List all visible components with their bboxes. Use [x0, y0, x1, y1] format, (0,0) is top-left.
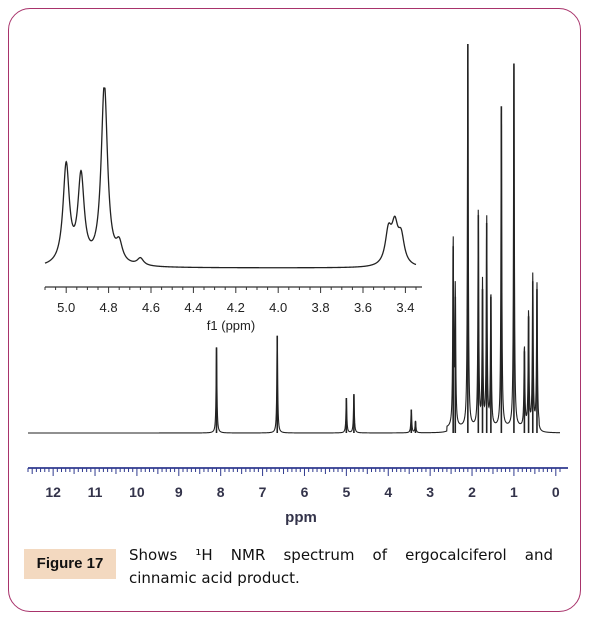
inset-tick-label: 4.8 [100, 300, 118, 315]
inset-tick-label: 4.6 [142, 300, 160, 315]
caption-line-2: cinnamic acid product. [129, 569, 300, 587]
inset-tick-label: 5.0 [57, 300, 75, 315]
inset-tick-label: 3.6 [354, 300, 372, 315]
inset-tick-label: 4.4 [184, 300, 202, 315]
inset-tick-label: 3.4 [396, 300, 414, 315]
main-tick-label: 9 [175, 484, 183, 500]
main-tick-label: 0 [552, 484, 560, 500]
inset-spectrum-trace [44, 87, 417, 269]
main-tick-label: 6 [301, 484, 309, 500]
inset-spectrum [44, 87, 417, 269]
figure-frame [8, 8, 581, 612]
nmr-figure: 12 11 10 9 8 7 6 5 4 3 2 1 0 5.0 4.8 4.6 4.4 4.2 4.0 3.8 3.… [27, 44, 568, 526]
figure-label: Figure 17 [24, 549, 116, 579]
main-tick-label: 12 [45, 484, 61, 500]
inset-tick-label: 4.0 [269, 300, 287, 315]
main-tick-label: 7 [259, 484, 267, 500]
main-tick-label: 1 [510, 484, 518, 500]
main-tick-label: 10 [129, 484, 145, 500]
inset-tick-label: 3.8 [312, 300, 330, 315]
main-x-axis: 12 11 10 9 8 7 6 5 4 3 2 1 0 [27, 467, 568, 500]
main-spectrum-trace [28, 50, 560, 434]
main-spectrum [28, 44, 560, 434]
caption-line-1: Shows ¹H NMR spectrum of ergocalciferol … [129, 546, 553, 564]
inset-x-axis-label: f1 (ppm) [207, 318, 255, 333]
main-tick-label: 3 [426, 484, 434, 500]
main-x-axis-label: ppm [285, 509, 317, 526]
main-tick-label: 11 [88, 484, 103, 500]
main-tick-label: 4 [384, 484, 392, 500]
inset-tick-label: 4.2 [227, 300, 245, 315]
main-tick-label: 5 [342, 484, 350, 500]
figure-caption: Shows ¹H NMR spectrum of ergocalciferol … [129, 544, 553, 590]
inset-x-axis: 5.0 4.8 4.6 4.4 4.2 4.0 3.8 3.6 3.4 [44, 286, 422, 315]
main-tick-label: 8 [217, 484, 225, 500]
main-tick-label: 2 [468, 484, 476, 500]
